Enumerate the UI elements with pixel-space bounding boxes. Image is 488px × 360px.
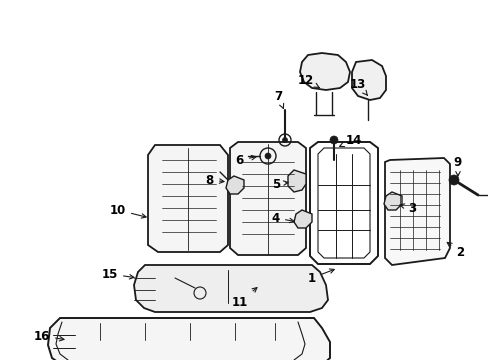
Circle shape [448,175,458,185]
Polygon shape [148,145,227,252]
Polygon shape [384,158,449,265]
Polygon shape [225,176,244,194]
Text: 2: 2 [447,242,463,258]
Polygon shape [287,170,305,192]
Polygon shape [293,210,311,228]
Text: 7: 7 [273,90,283,108]
Text: 15: 15 [102,267,134,280]
Text: 12: 12 [297,73,319,88]
Circle shape [329,136,337,144]
Text: 14: 14 [339,134,362,147]
Text: 11: 11 [231,288,256,309]
Text: 1: 1 [307,269,334,284]
Text: 16: 16 [34,329,64,342]
Polygon shape [229,142,305,255]
Polygon shape [383,192,401,210]
Text: 3: 3 [399,202,415,215]
Text: 13: 13 [349,77,367,95]
Polygon shape [299,53,349,90]
Text: 6: 6 [235,153,256,166]
Text: 5: 5 [271,177,287,190]
Text: 9: 9 [453,156,461,176]
Polygon shape [48,318,329,360]
Text: 4: 4 [271,211,293,225]
Polygon shape [351,60,385,100]
Text: 10: 10 [109,203,146,218]
Text: 8: 8 [205,174,224,186]
Circle shape [264,153,270,159]
Text: 17: 17 [0,359,1,360]
Circle shape [282,138,287,143]
Polygon shape [134,265,327,312]
